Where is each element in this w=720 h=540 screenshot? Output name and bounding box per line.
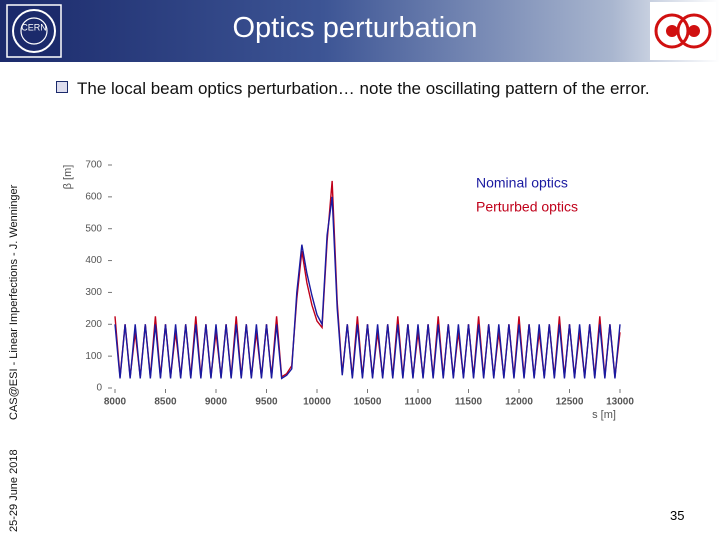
y-tick-label: 600 — [85, 191, 102, 202]
x-tick-label: 11500 — [455, 397, 483, 408]
x-tick-label: 12000 — [505, 397, 533, 408]
x-tick-label: 8000 — [104, 397, 127, 408]
page-number: 35 — [670, 508, 685, 523]
bullet-text: The local beam optics perturbation… note… — [77, 79, 650, 98]
x-tick-label: 11000 — [404, 397, 432, 408]
slide-title: Optics perturbation — [232, 12, 478, 44]
svg-text:CERN: CERN — [21, 22, 47, 32]
lhc-logo — [650, 2, 716, 60]
x-tick-label: 10500 — [354, 397, 382, 408]
legend-entry: Nominal optics — [476, 175, 568, 191]
bullet-marker — [56, 81, 68, 93]
x-tick-label: 9500 — [255, 397, 278, 408]
cern-logo: CERN — [6, 4, 62, 58]
y-tick-label: 200 — [85, 319, 102, 330]
x-axis-label: s [m] — [592, 409, 616, 421]
x-tick-label: 12500 — [556, 397, 584, 408]
y-tick-label: 400 — [85, 255, 102, 266]
y-tick-label: 300 — [85, 287, 102, 298]
x-tick-label: 8500 — [154, 397, 177, 408]
y-tick-label: 0 — [96, 383, 102, 394]
x-tick-label: 9000 — [205, 397, 228, 408]
series-line — [114, 196, 621, 380]
y-tick-label: 500 — [85, 223, 102, 234]
x-tick-label: 10000 — [303, 397, 331, 408]
y-axis-label: β [m] — [62, 165, 74, 190]
y-tick-label: 100 — [85, 351, 102, 362]
y-tick-label: 700 — [85, 160, 102, 171]
x-tick-label: 13000 — [606, 397, 634, 408]
header-bar — [0, 0, 720, 62]
legend-entry: Perturbed optics — [476, 199, 578, 215]
